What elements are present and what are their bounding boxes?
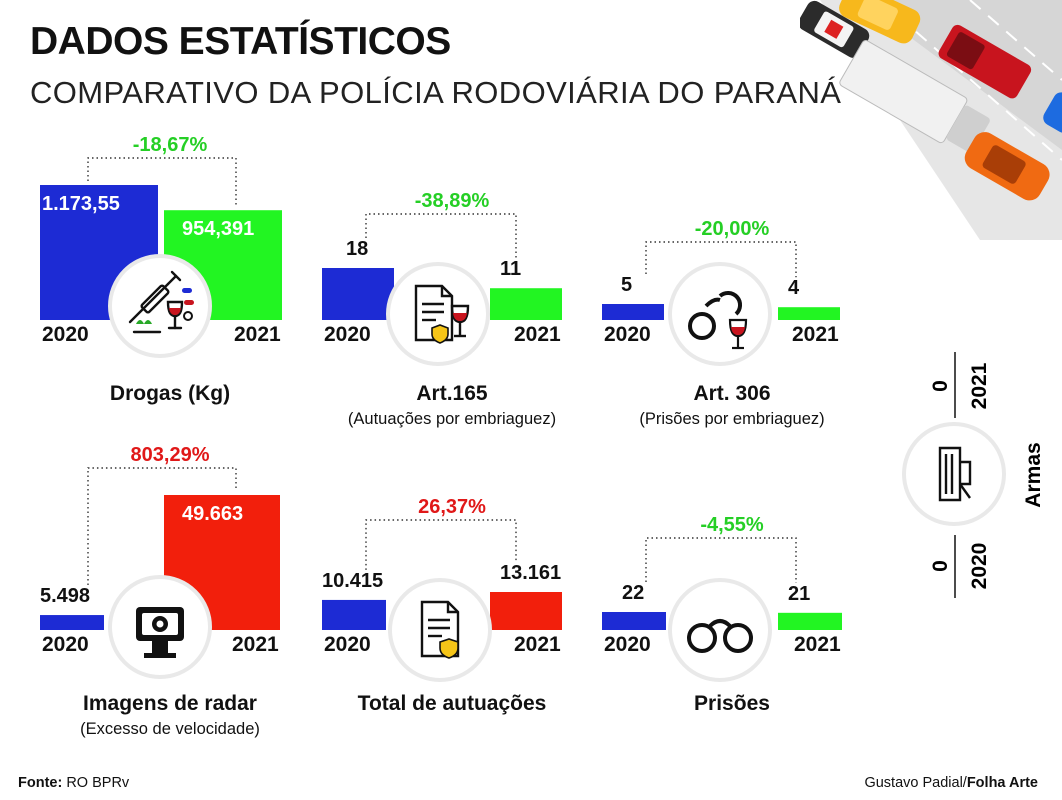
armas-category-2021: 2021 <box>968 362 991 409</box>
value-label-2020: 5.498 <box>40 585 91 608</box>
bar-2020 <box>602 612 666 630</box>
value-label-2021: 13.161 <box>500 562 562 584</box>
bar-plot <box>322 519 562 630</box>
credit-author: Gustavo Padial/ <box>864 775 967 791</box>
chart-title: Total de autuações <box>357 692 547 715</box>
chart-armas: 2021 0 2020 0 Armas <box>900 350 1060 600</box>
bar-plot <box>602 537 842 630</box>
chart-drogas: -18,67% 1.173,55 954,391 2020 2021 Drogas (K… <box>40 130 300 405</box>
chart-title: Prisões <box>694 692 770 715</box>
category-label-2020: 2020 <box>604 633 651 656</box>
source-label: Fonte: <box>18 775 63 791</box>
bar-2020 <box>40 615 104 630</box>
chart-title: Art. 306 <box>693 382 771 405</box>
category-label-2020: 2020 <box>324 323 371 346</box>
change-bracket <box>365 519 517 570</box>
chart-change-label: 26,37% <box>418 496 486 518</box>
chart-note: (Prisões por embriaguez) <box>639 410 825 428</box>
bar-2021 <box>778 307 840 320</box>
chart-radar: 803,29% 5.498 49.663 2020 2021 Imagens de ra… <box>40 440 300 738</box>
chart-change-label: 803,29% <box>130 444 210 466</box>
source-value: RO BPRv <box>66 775 130 791</box>
value-label-2020: 10.415 <box>322 569 384 592</box>
document-wine-icon <box>414 284 470 344</box>
value-label-2020: 18 <box>346 238 369 260</box>
bar-2021 <box>490 288 562 320</box>
source-credit: Fonte: RO BPRv <box>18 775 129 791</box>
chart-title: Drogas (Kg) <box>109 382 231 405</box>
chart-change-label: -20,00% <box>694 218 770 240</box>
chart-change-label: -38,89% <box>414 190 490 212</box>
chart-art306: -20,00% 5 4 2020 2021 Art. 306 (Prisões por e… <box>602 210 862 470</box>
blue-car-icon <box>1043 92 1062 133</box>
category-label-2021: 2021 <box>794 633 841 656</box>
red-pickup-icon <box>938 24 1032 99</box>
document-badge-icon <box>420 600 460 659</box>
value-label-2021: 11 <box>500 258 522 281</box>
chart-title: Art.165 <box>416 382 488 405</box>
drugs-icon <box>128 270 194 334</box>
chart-icon-circle <box>668 578 772 682</box>
category-label-2021: 2021 <box>792 323 839 346</box>
category-label-2021: 2021 <box>514 633 561 656</box>
bar-2021 <box>778 612 842 630</box>
infographic-subtitle: COMPARATIVO DA POLÍCIA RODOVIÁRIA DO PAR… <box>30 75 842 110</box>
category-label-2021: 2021 <box>234 323 281 346</box>
armas-category-2020: 2020 <box>968 543 991 590</box>
chart-icon-circle <box>668 262 772 366</box>
pistol-icon <box>938 446 972 502</box>
chart-note: (Excesso de velocidade) <box>80 720 260 738</box>
change-bracket <box>87 467 237 586</box>
category-label-2020: 2020 <box>604 323 651 346</box>
change-bracket <box>365 213 517 259</box>
bar-plot <box>322 213 562 320</box>
value-label-2020: 5 <box>621 274 633 296</box>
value-label-2021: 954,391 <box>182 218 255 241</box>
armas-value-2021: 0 <box>929 380 952 392</box>
value-label-2021: 4 <box>788 277 800 300</box>
bar-2020 <box>322 268 394 320</box>
chart-icon-circle <box>386 262 490 366</box>
highway-traffic-illustration <box>800 0 1062 240</box>
handcuffs-icon <box>687 619 753 653</box>
armas-value-2020: 0 <box>929 560 952 572</box>
yellow-car-icon <box>839 0 921 44</box>
chart-icon-circle <box>108 575 212 679</box>
armas-labels: 2021 0 2020 0 Armas <box>929 352 1045 598</box>
category-label-2020: 2020 <box>42 633 89 656</box>
chart-icon-circle <box>108 254 212 358</box>
credit-org: Folha Arte <box>966 775 1038 791</box>
author-credit: Gustavo Padial/Folha Arte <box>864 775 1038 791</box>
chart-icon-circle <box>902 422 1006 526</box>
bar-plot <box>602 241 840 320</box>
value-label-2021: 49.663 <box>182 503 244 525</box>
category-label-2021: 2021 <box>232 633 279 656</box>
armas-title: Armas <box>1022 442 1045 507</box>
orange-car-icon <box>964 132 1050 201</box>
chart-icon-circle <box>388 578 492 682</box>
police-car-icon <box>800 0 870 58</box>
chart-change-label: -4,55% <box>700 514 764 536</box>
chart-art165: -38,89% 18 11 2020 2021 Art.165 (Autuações po… <box>322 190 582 450</box>
value-label-2020: 1.173,55 <box>42 193 120 215</box>
chart-total-autuacoes: 26,37% 10.415 13.161 2020 2021 Total de autu… <box>322 496 582 756</box>
category-label-2021: 2021 <box>514 323 561 346</box>
category-label-2020: 2020 <box>42 323 89 346</box>
bar-2020 <box>602 304 664 320</box>
change-bracket <box>645 537 797 583</box>
white-truck-icon <box>839 39 990 153</box>
value-label-2020: 22 <box>622 582 645 604</box>
chart-prisoes: -4,55% 22 21 2020 2021 Prisões <box>602 510 862 770</box>
category-label-2020: 2020 <box>324 633 371 656</box>
chart-title: Imagens de radar <box>83 692 257 715</box>
speed-camera-icon <box>136 607 184 658</box>
chart-note: (Autuações por embriaguez) <box>347 410 557 428</box>
handcuffs-wine-icon <box>688 290 748 350</box>
bar-2020 <box>322 599 386 630</box>
bar-2021 <box>490 592 562 630</box>
infographic-title: DADOS ESTATÍSTICOS <box>30 20 451 63</box>
value-label-2021: 21 <box>788 582 811 605</box>
chart-change-label: -18,67% <box>132 134 208 156</box>
